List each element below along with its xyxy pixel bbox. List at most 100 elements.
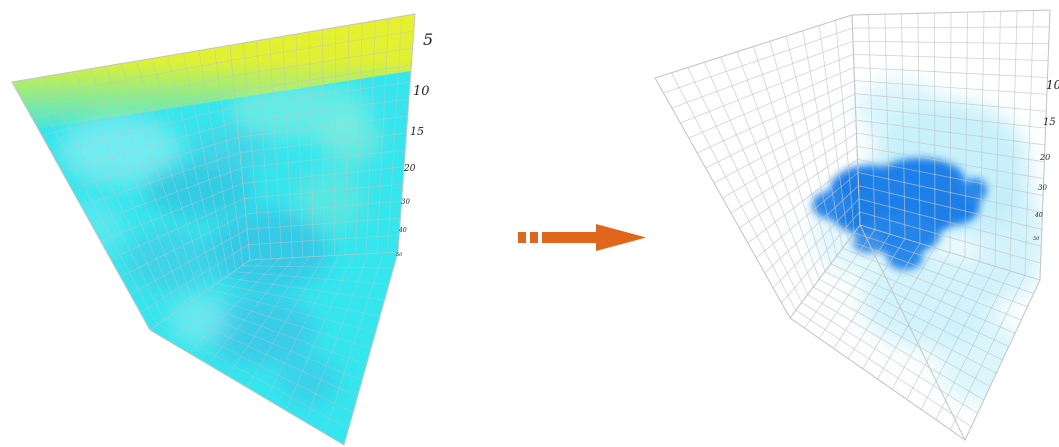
grid-line	[149, 259, 251, 331]
grid-line	[855, 119, 1046, 146]
grid-line	[935, 270, 1011, 420]
grid-line	[772, 198, 860, 289]
grid-line	[242, 166, 405, 184]
grid-line	[227, 256, 310, 377]
grid-line	[854, 93, 1047, 112]
right-tick-label: 15	[1043, 117, 1056, 128]
grid-line	[21, 59, 232, 101]
grid-line	[249, 251, 399, 261]
grid-line	[304, 253, 369, 423]
grid-line	[833, 238, 906, 349]
grid-line	[249, 251, 399, 261]
left-tick-label: 10	[413, 84, 430, 99]
grid-line	[239, 132, 407, 153]
grid-line	[804, 229, 876, 329]
grid-line	[852, 26, 1050, 29]
grid-line	[130, 228, 248, 295]
grid-line	[818, 233, 891, 339]
grid-line	[680, 54, 854, 124]
grid-line	[688, 67, 855, 139]
left-axis-ticks: 5 10 15 20 30 40 50	[396, 30, 433, 258]
grid-line	[208, 288, 376, 333]
grid-line	[697, 80, 855, 154]
grid-line	[705, 93, 856, 169]
grid-line	[235, 81, 411, 107]
right-tick-label: 50	[1033, 236, 1040, 242]
right-axis-ticks: 10 15 20 30 40 50	[1033, 78, 1059, 242]
grid-line	[248, 234, 400, 246]
grid-line	[781, 211, 860, 304]
grid-line	[241, 265, 394, 269]
grid-line	[266, 255, 340, 400]
grid-line	[722, 119, 857, 199]
grid-line	[51, 106, 236, 154]
grid-line	[100, 182, 244, 242]
grid-line	[231, 30, 414, 61]
grid-line	[858, 185, 1042, 230]
grid-line	[71, 136, 239, 189]
grid-line	[663, 27, 853, 94]
grid-line	[61, 121, 238, 171]
grid-line	[739, 145, 858, 229]
grid-line	[246, 255, 325, 388]
grid-line	[755, 172, 859, 259]
grid-line	[234, 64, 412, 92]
grid-line	[41, 90, 235, 136]
right-tick-label: 10	[1046, 78, 1059, 92]
grid-line	[245, 200, 402, 215]
grid-line	[856, 132, 1045, 163]
right-tick-label: 40	[1034, 212, 1043, 219]
grid-line	[713, 106, 856, 184]
left-grid-lines	[12, 14, 415, 445]
grid-line	[847, 243, 921, 359]
grid-line	[855, 106, 1046, 129]
grid-line	[857, 158, 1044, 197]
grid-line	[232, 47, 413, 77]
grid-line	[110, 198, 245, 260]
grid-line	[247, 217, 401, 230]
grid-line	[906, 261, 981, 400]
grid-line	[183, 306, 363, 382]
grid-line	[856, 145, 1044, 180]
grid-line	[31, 75, 233, 118]
grid-line	[139, 244, 249, 313]
grid-line	[174, 312, 358, 398]
grid-line	[764, 185, 859, 274]
grid-line	[854, 80, 1047, 95]
grid-line	[191, 300, 367, 365]
left-tick-label: 5	[423, 30, 433, 49]
grid-line	[730, 132, 857, 214]
grid-line	[244, 183, 403, 199]
grid-line	[324, 252, 384, 434]
right-volume-render: 10 15 20 30 40 50	[654, 9, 1059, 441]
grid-line	[188, 258, 280, 354]
grid-line	[857, 172, 1043, 213]
grid-line	[199, 294, 372, 349]
right-inner-edge	[859, 224, 966, 441]
left-tick-label: 15	[410, 125, 424, 138]
right-tick-label: 30	[1038, 184, 1047, 192]
grid-line	[241, 149, 406, 169]
grid-line	[950, 275, 1026, 431]
left-tick-label: 50	[396, 252, 403, 258]
left-volume-render: 5 10 15 20 30 40 50	[11, 13, 433, 446]
grid-line	[285, 254, 354, 411]
grid-line	[238, 115, 408, 138]
right-tick-label: 20	[1039, 153, 1050, 162]
grid-line	[862, 247, 936, 370]
grid-line	[852, 40, 1049, 45]
grid-line	[891, 256, 966, 390]
grid-line	[233, 271, 390, 285]
transition-arrow-icon	[518, 224, 646, 251]
right-inner-edge	[851, 14, 861, 226]
grid-line	[853, 53, 1049, 62]
grid-line	[149, 259, 251, 331]
left-tick-label: 20	[403, 164, 416, 174]
grid-line	[671, 40, 854, 109]
grid-line	[920, 266, 996, 410]
left-volume-outline	[11, 13, 416, 446]
grid-line	[237, 98, 409, 123]
left-tick-label: 40	[398, 227, 407, 234]
grid-line	[169, 258, 266, 342]
